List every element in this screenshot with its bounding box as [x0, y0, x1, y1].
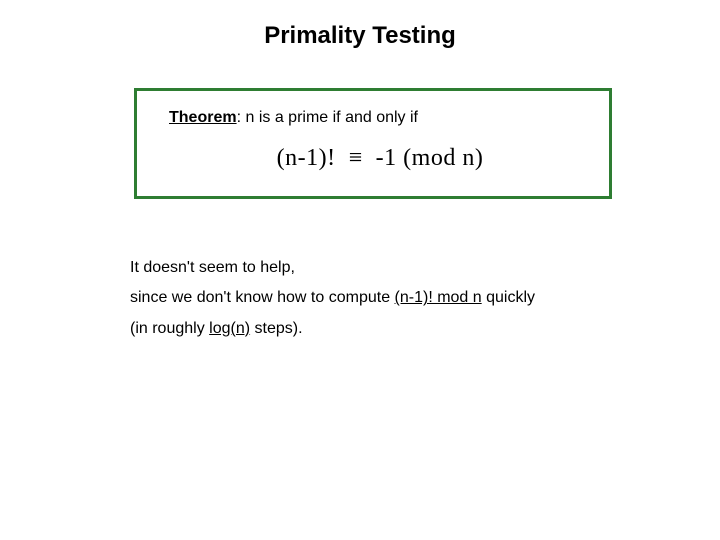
body-line-3: (in roughly log(n) steps).	[130, 314, 620, 344]
body-line-3a: (in roughly	[130, 320, 209, 337]
theorem-formula: (n-1)! ≡ -1 (mod n)	[169, 145, 591, 172]
body-text: It doesn't seem to help, since we don't …	[130, 253, 620, 344]
formula-lhs: (n-1)!	[277, 145, 336, 171]
body-line-2: since we don't know how to compute (n-1)…	[130, 283, 620, 313]
slide: Primality Testing Theorem: n is a prime …	[0, 0, 720, 540]
formula-rhs: -1 (mod n)	[376, 145, 484, 171]
body-line-2a: since we don't know how to compute	[130, 289, 395, 306]
theorem-text: n is a prime if and only if	[241, 109, 418, 126]
body-line-3-underline: log(n)	[209, 320, 250, 337]
formula-symbol: ≡	[349, 145, 363, 171]
body-line-1: It doesn't seem to help,	[130, 253, 620, 283]
body-line-2-underline: (n-1)! mod n	[395, 289, 482, 306]
page-title: Primality Testing	[40, 22, 680, 50]
theorem-statement: Theorem: n is a prime if and only if	[169, 109, 591, 127]
body-line-2b: quickly	[482, 289, 535, 306]
body-line-3b: steps).	[250, 320, 302, 337]
theorem-box: Theorem: n is a prime if and only if (n-…	[134, 88, 612, 199]
theorem-label: Theorem	[169, 109, 237, 126]
